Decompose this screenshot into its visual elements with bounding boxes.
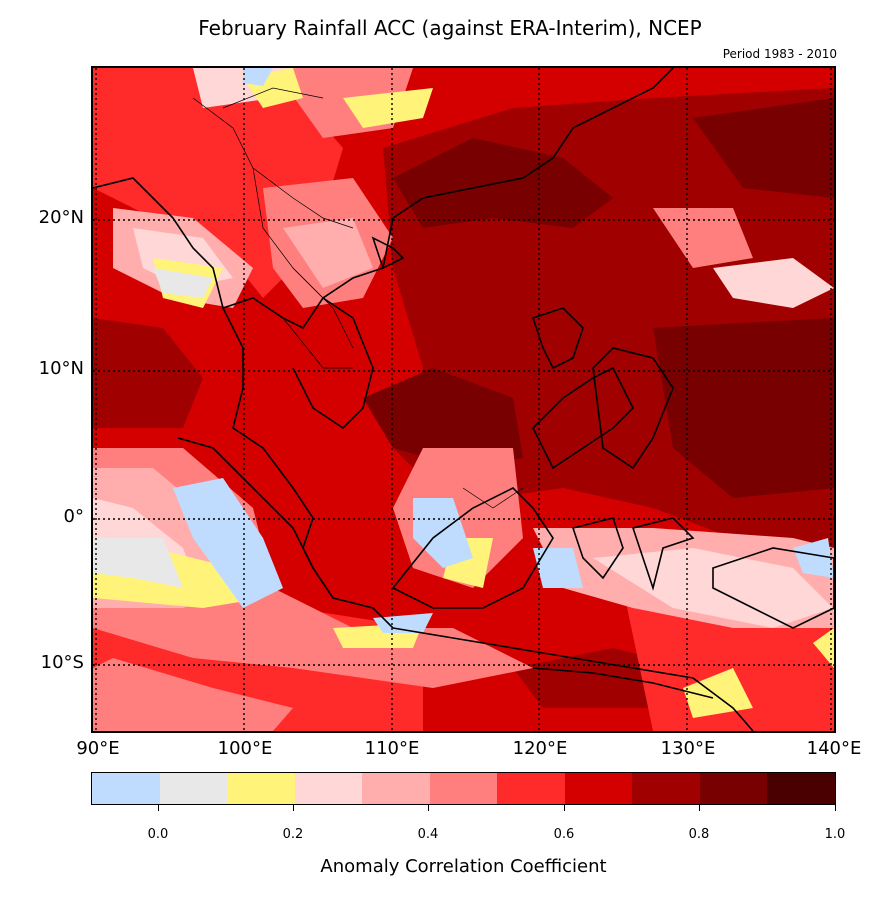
colorbar-segment [159, 773, 228, 804]
colorbar-segment [767, 773, 836, 804]
colorbar-tick-mark [428, 805, 429, 811]
colorbar [91, 772, 836, 805]
colorbar-tick-label: 0.4 [417, 827, 439, 842]
colorbar-label: Anomaly Correlation Coefficient [320, 856, 607, 877]
colorbar-segment [564, 773, 633, 804]
colorbar-segment [497, 773, 565, 804]
lon-label-110e: 110°E [364, 738, 420, 759]
colorbar-tick-mark [158, 805, 159, 811]
map-title: February Rainfall ACC (against ERA-Inter… [198, 16, 702, 40]
lon-label-120e: 120°E [512, 738, 568, 759]
colorbar-segment [362, 773, 430, 804]
lat-label-10n: 10°N [38, 358, 84, 379]
colorbar-tick-mark [564, 805, 565, 811]
colorbar-tick-mark [293, 805, 294, 811]
contour-very-high [393, 138, 613, 228]
colorbar-segment [632, 773, 700, 804]
acc-map [93, 68, 834, 731]
period-label: Period 1983 - 2010 [722, 47, 837, 61]
coastlines [93, 68, 834, 731]
lat-label-20n: 20°N [38, 207, 84, 228]
colorbar-tick-label: 1.0 [824, 827, 846, 842]
gridlines [93, 68, 834, 731]
lon-label-90e: 90°E [76, 738, 120, 759]
colorbar-segment [227, 773, 295, 804]
colorbar-tick-mark [835, 805, 836, 811]
lon-label-100e: 100°E [217, 738, 273, 759]
colorbar-segment [294, 773, 363, 804]
colorbar-segment [699, 773, 768, 804]
lat-label-10s: 10°S [40, 652, 84, 673]
colorbar-tick-label: 0.6 [553, 827, 575, 842]
lon-label-130e: 130°E [660, 738, 716, 759]
colorbar-tick-label: 0.2 [282, 827, 304, 842]
lat-label-0: 0° [63, 506, 84, 527]
colorbar-segment [92, 773, 160, 804]
colorbar-tick-label: 0.0 [147, 827, 169, 842]
lon-label-140e: 140°E [806, 738, 862, 759]
colorbar-segment [429, 773, 498, 804]
contour-negative [173, 478, 283, 608]
colorbar-tick-mark [699, 805, 700, 811]
colorbar-tick-label: 0.8 [688, 827, 710, 842]
map-panel [91, 66, 836, 733]
